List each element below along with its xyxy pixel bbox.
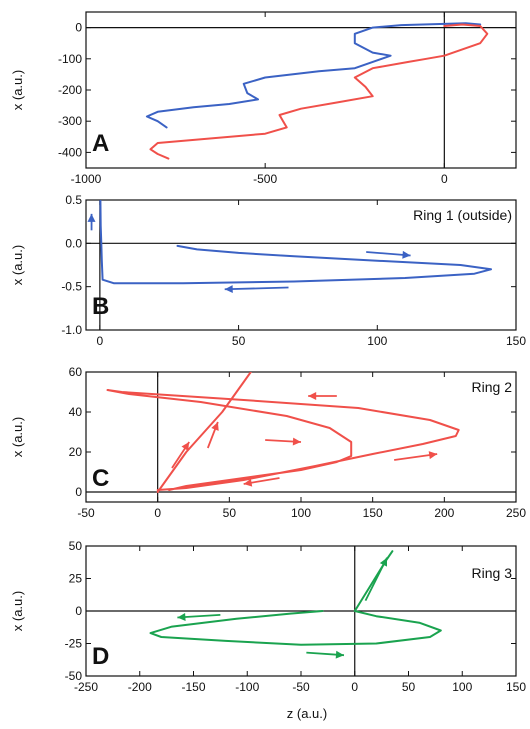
panel-d-title: Ring 3: [472, 565, 513, 581]
panel-c: -50 0 50 100 150 200 250 0 20 40 60 x (a.u.) C Ring 2: [10, 365, 526, 520]
panel-c-ytick-label: 60: [69, 365, 83, 379]
panel-d-ylabel: x (a.u.): [10, 591, 25, 631]
panel-a-ytick-label: -400: [58, 145, 82, 159]
panel-b-ytick-label: 0.0: [65, 236, 82, 250]
panel-a-letter: A: [92, 130, 109, 157]
panel-b-letter: B: [92, 293, 109, 320]
panel-a-ylabel: x (a.u.): [10, 70, 25, 110]
panel-a: -1000 -500 0 0 -100 -200 -300 -400 x (a.u.) A: [10, 11, 517, 186]
panel-c-title: Ring 2: [472, 379, 513, 395]
panel-a-ytick-label: -100: [58, 52, 82, 66]
panel-a-ytick-label: -200: [58, 83, 82, 97]
panel-a-xtick-label: 0: [441, 172, 448, 186]
panel-b-frame: [85, 199, 517, 331]
panel-d-ytick-label: 25: [69, 572, 83, 586]
panel-c-ytick-label: 20: [69, 445, 83, 459]
panel-d-xtick-label: -250: [74, 680, 98, 694]
panel-d-letter: D: [92, 643, 109, 670]
panel-c-xtick-label: 0: [154, 506, 161, 520]
panel-d-xtick-label: -50: [292, 680, 310, 694]
panel-c-arrow-head: [308, 392, 317, 400]
panel-d-arrow-head: [379, 557, 387, 567]
panel-c-ytick-label: 40: [69, 405, 83, 419]
panel-b-arrow-shaft: [224, 286, 289, 291]
panel-d-ytick-label: -50: [65, 669, 83, 683]
panel-c-series-1: [106, 389, 460, 491]
panel-c-ytick-label: 0: [75, 485, 82, 499]
panel-b-title: Ring 1 (outside): [413, 207, 512, 223]
panel-c-xtick-label: -50: [77, 506, 95, 520]
panel-b-arrow-head: [224, 285, 233, 293]
panel-c-arrow-head: [428, 451, 438, 460]
panel-c-arrow-head: [181, 442, 190, 451]
panel-b-arrow-head: [87, 213, 96, 222]
panel-d-series-1: [149, 550, 442, 646]
panel-c-xtick-label: 100: [291, 506, 311, 520]
panel-b-xtick-label: 100: [367, 334, 387, 348]
panel-b-xtick-label: 0: [97, 334, 104, 348]
panel-d-ytick-label: -25: [65, 637, 83, 651]
panel-a-frame: [85, 11, 517, 169]
panel-c-xtick-label: 150: [363, 506, 383, 520]
panel-b-series-1: [99, 200, 492, 285]
panel-c-xtick-label: 50: [223, 506, 237, 520]
panel-d-arrow-head: [177, 613, 186, 621]
panel-a-ytick-label: 0: [75, 21, 82, 35]
panel-d: -250 -200 -150 -100 -50 0 50 100 150 50 25 0 -25 -50 x…: [10, 539, 526, 694]
panel-a-series-2: [149, 23, 489, 160]
panel-b-xtick-label: 150: [506, 334, 526, 348]
panel-a-xtick-label: -500: [253, 172, 277, 186]
panel-c-xtick-label: 200: [434, 506, 454, 520]
panel-b-ylabel: x (a.u.): [10, 245, 25, 285]
panel-b: 0 50 100 150 0.5 0.0 -0.5 -1.0 x (a.u.) B Ring 1 (…: [10, 193, 526, 348]
panel-d-ytick-label: 50: [69, 539, 83, 553]
panel-b-ytick-label: -1.0: [61, 323, 82, 337]
panel-a-xtick-label: -1000: [71, 172, 102, 186]
panel-c-xtick-label: 250: [506, 506, 526, 520]
panel-d-xtick-label: 150: [506, 680, 526, 694]
panel-d-xtick-label: 50: [402, 680, 416, 694]
panel-d-arrow-head: [335, 650, 344, 659]
panel-a-ytick-label: -300: [58, 114, 82, 128]
panel-d-xtick-label: 0: [351, 680, 358, 694]
z-axis-label: z (a.u.): [287, 706, 327, 721]
panel-d-xtick-label: -100: [235, 680, 259, 694]
panel-d-xtick-label: 100: [452, 680, 472, 694]
panel-c-arrow-head: [243, 478, 253, 487]
panel-c-ylabel: x (a.u.): [10, 417, 25, 457]
panel-b-arrow-head: [402, 250, 411, 259]
panel-c-letter: C: [92, 465, 109, 492]
panel-a-series-1: [145, 22, 482, 129]
panel-b-xtick-label: 50: [232, 334, 246, 348]
panel-c-arrow-head: [292, 437, 301, 446]
panel-c-arrow-head: [211, 422, 219, 431]
panel-c-series-2: [156, 372, 252, 493]
panel-d-xtick-label: -200: [128, 680, 152, 694]
panel-d-xtick-label: -150: [181, 680, 205, 694]
panel-d-ytick-label: 0: [75, 604, 82, 618]
panel-b-ytick-label: -0.5: [61, 280, 82, 294]
panel-b-ytick-label: 0.5: [65, 193, 82, 207]
